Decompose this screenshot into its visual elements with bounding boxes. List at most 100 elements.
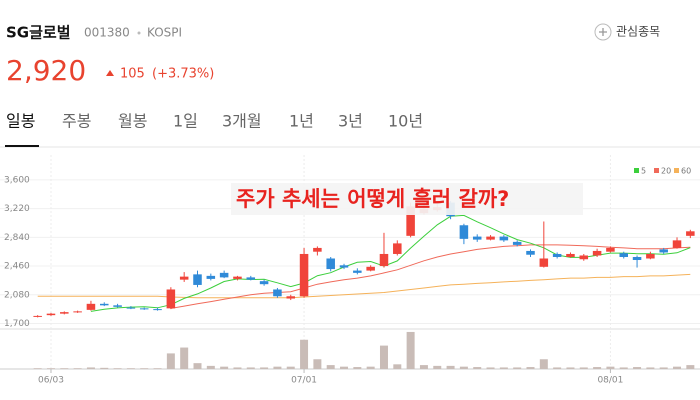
- price: 2,920: [6, 54, 86, 87]
- y-tick-label: 3,600: [4, 175, 30, 185]
- volume-bar: [379, 345, 388, 369]
- candle-body: [686, 231, 695, 236]
- tab[interactable]: 일봉: [6, 112, 35, 131]
- legend-swatch: [674, 168, 679, 173]
- tab[interactable]: 1년: [289, 112, 314, 131]
- candle-body: [499, 236, 509, 241]
- candle-body: [286, 296, 296, 299]
- volume-bar: [606, 366, 615, 369]
- candle-body: [273, 289, 282, 297]
- volume-bar: [459, 366, 468, 369]
- candle-body: [99, 303, 109, 306]
- volume-bar: [433, 365, 442, 369]
- candle-body: [259, 281, 269, 285]
- volume-bar: [273, 366, 282, 369]
- candle-body: [206, 275, 216, 279]
- volume-bar: [366, 366, 375, 369]
- volume-bar: [73, 368, 82, 369]
- candle-body: [486, 236, 495, 240]
- volume-bar: [646, 367, 655, 369]
- moving-average: [170, 244, 691, 309]
- tab[interactable]: 월봉: [118, 112, 147, 131]
- volume-bar: [313, 359, 322, 369]
- volume-bar: [619, 367, 628, 369]
- tab[interactable]: 1일: [173, 112, 198, 131]
- volume-bar: [633, 367, 642, 369]
- candle-body: [126, 307, 136, 309]
- watch-icon[interactable]: [594, 23, 612, 41]
- up-arrow: [106, 70, 114, 76]
- volume-bar: [539, 359, 548, 369]
- y-tick-label: 1,700: [4, 319, 30, 329]
- volume-bar: [353, 367, 362, 369]
- annotation: 주가 추세는 어떻게 흘러 갈까?: [236, 187, 509, 211]
- candle-body: [153, 309, 162, 311]
- legend-label: 60: [681, 167, 691, 176]
- candle-body: [379, 253, 389, 267]
- volume-bar: [499, 367, 508, 369]
- annotation-box: [231, 183, 583, 215]
- candle-body: [393, 243, 402, 254]
- candle-body: [592, 250, 602, 256]
- candle-body: [619, 253, 629, 257]
- candle-body: [552, 253, 562, 257]
- candle-body: [539, 258, 549, 267]
- candle-body: [113, 305, 122, 307]
- x-tick-label: 07/01: [291, 376, 317, 386]
- moving-average: [37, 273, 691, 299]
- legend-swatch: [654, 168, 659, 173]
- volume-bar: [140, 368, 149, 369]
- volume-bar: [473, 367, 482, 369]
- candle-body: [606, 247, 615, 252]
- candle-body: [73, 311, 82, 313]
- legend-swatch: [634, 168, 639, 173]
- candle-body: [646, 253, 655, 259]
- tab[interactable]: 3년: [338, 112, 363, 131]
- tab[interactable]: 10년: [388, 112, 423, 131]
- change: 105: [120, 67, 145, 82]
- y-tick-label: 2,080: [4, 290, 30, 300]
- volume-bar: [113, 368, 122, 369]
- candle-body: [326, 258, 335, 270]
- x-tick-label: 06/03: [38, 376, 64, 386]
- volume-bar: [86, 367, 95, 369]
- watch-button[interactable]: 관심종목: [616, 25, 660, 39]
- market: KOSPI: [147, 26, 182, 40]
- candle-body: [526, 250, 535, 255]
- candle-body: [512, 241, 522, 245]
- candle-body: [179, 276, 189, 280]
- candle-body: [193, 274, 202, 285]
- volume-bar: [300, 339, 309, 369]
- watch-plus: [599, 28, 607, 36]
- tab[interactable]: 주봉: [62, 112, 91, 131]
- volume-bar: [406, 331, 415, 369]
- volume-bar: [60, 368, 69, 369]
- volume-bar: [686, 365, 695, 369]
- volume-bar: [326, 365, 335, 369]
- volume-bar: [260, 367, 269, 369]
- volume-bar: [126, 368, 135, 369]
- candle-body: [246, 277, 256, 280]
- candle-body: [353, 270, 362, 273]
- tab[interactable]: 3개월: [222, 112, 262, 131]
- volume-bar: [419, 365, 428, 369]
- candle-body: [339, 265, 349, 268]
- candle-body: [632, 256, 642, 261]
- volume-bar: [180, 347, 189, 369]
- volume-bar: [100, 367, 109, 369]
- candle-body: [579, 255, 589, 260]
- candle-body: [366, 266, 375, 271]
- volume-bar: [340, 366, 349, 369]
- candle-body: [406, 206, 415, 236]
- candle-body: [313, 247, 322, 252]
- volume-bar: [153, 368, 162, 369]
- volume-bar: [579, 367, 588, 369]
- candle-body: [566, 253, 575, 257]
- candle-body: [33, 315, 42, 317]
- candle-body: [472, 236, 482, 240]
- volume-bar: [46, 368, 55, 369]
- volume-bar: [246, 367, 255, 369]
- volume-bar: [233, 367, 242, 369]
- change-pct: (+3.73%): [152, 67, 214, 82]
